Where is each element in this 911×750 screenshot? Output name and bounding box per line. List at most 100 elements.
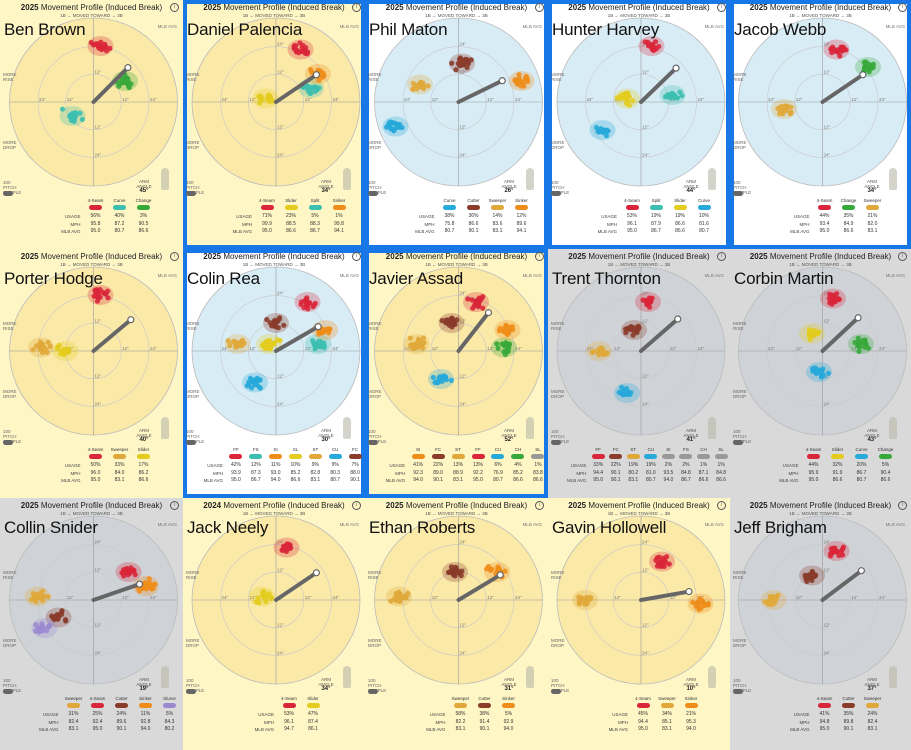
sample-toggle[interactable] bbox=[186, 191, 196, 196]
player-tile[interactable]: 24"12"12"24"24"12"12"24"2025 Movement Pr… bbox=[548, 249, 730, 498]
pitch-color-swatch bbox=[661, 453, 675, 459]
pitch-dot bbox=[832, 545, 838, 551]
ring-label: 24" bbox=[587, 346, 594, 351]
sample-toggle[interactable] bbox=[551, 191, 561, 196]
ring-label: 12" bbox=[305, 346, 312, 351]
more-rise-label: MORE RISE bbox=[368, 72, 382, 82]
table-cell: 95.0 bbox=[231, 477, 241, 483]
table-cell: 84.8 bbox=[716, 469, 727, 476]
pitcher-figure-icon bbox=[343, 168, 351, 190]
pitch-dot bbox=[863, 342, 869, 348]
info-icon: i bbox=[352, 3, 361, 12]
table-cell: 86.6 bbox=[675, 228, 685, 234]
pitch-dot bbox=[584, 594, 590, 601]
sample-toggle[interactable] bbox=[733, 440, 743, 445]
player-tile[interactable]: 24"12"12"24"24"12"12"24"2025 Movement Pr… bbox=[730, 498, 911, 750]
sample-toggle[interactable] bbox=[368, 440, 378, 445]
table-cell: 95.0 bbox=[627, 228, 637, 234]
player-tile[interactable]: 24"12"12"24"24"12"12"24"2025 Movement Pr… bbox=[548, 0, 730, 249]
table-cell: 95.0 bbox=[262, 228, 272, 234]
pitch-dot bbox=[833, 291, 840, 297]
info-icon: i bbox=[898, 252, 907, 261]
player-tile[interactable]: 24"12"12"24"24"12"12"24"2025 Movement Pr… bbox=[0, 0, 183, 249]
table-cell: 19% bbox=[674, 213, 685, 219]
pitch-type-label: SL bbox=[535, 447, 541, 452]
pitch-dot bbox=[599, 348, 605, 354]
pitch-color-swatch bbox=[636, 702, 650, 708]
pitch-dot bbox=[820, 373, 827, 379]
player-tile[interactable]: 24"12"12"24"24"12"12"24"2025 Movement Pr… bbox=[0, 249, 183, 498]
pitch-dot bbox=[37, 339, 43, 345]
player-name: Gavin Hollowell bbox=[552, 518, 667, 537]
pitch-type-label: 4-Seam bbox=[259, 198, 275, 203]
player-tile[interactable]: 24"12"12"24"24"12"12"24"2025 Movement Pr… bbox=[730, 0, 911, 249]
ring-label: 24" bbox=[824, 291, 831, 296]
arm-angle-endpoint bbox=[135, 580, 144, 588]
player-tile[interactable]: 24"12"12"24"24"12"12"24"2025 Movement Pr… bbox=[730, 249, 911, 498]
pitch-dot bbox=[480, 294, 486, 300]
sample-toggle[interactable] bbox=[186, 440, 196, 445]
sample-toggle[interactable] bbox=[551, 440, 561, 445]
table-cell: 95.0 bbox=[638, 726, 648, 732]
pitch-dot bbox=[293, 43, 299, 49]
sample-toggle[interactable] bbox=[733, 191, 743, 196]
player-tile[interactable]: 24"12"12"24"24"12"12"24"2025 Movement Pr… bbox=[365, 0, 548, 249]
ring-label: 24" bbox=[404, 346, 411, 351]
player-tile[interactable]: 24"12"12"24"24"12"12"24"2025 Movement Pr… bbox=[0, 498, 183, 750]
pitch-type-label: ST bbox=[312, 447, 319, 452]
pitch-dot bbox=[502, 568, 508, 574]
pitch-dot bbox=[814, 366, 820, 372]
arm-angle-line bbox=[456, 572, 503, 602]
more-drop-label: MORE DROP bbox=[551, 140, 565, 150]
pitch-table: 4-Seam Slider Curve Change USAGE 44% 32% 20% 5% M… bbox=[768, 446, 898, 485]
table-cell: 94.1 bbox=[516, 228, 527, 234]
pitch-type-label: Curve bbox=[855, 447, 868, 452]
table-cell: 41% bbox=[819, 711, 830, 717]
table-cell: 93.9 bbox=[231, 469, 241, 476]
ring-label: 12" bbox=[277, 125, 284, 130]
arm-angle-value: 34° bbox=[321, 686, 331, 692]
arm-angle-readout: ARM ANGLE 37° bbox=[861, 677, 883, 692]
ring-label: 12" bbox=[487, 97, 494, 102]
table-cell: 11% bbox=[140, 711, 151, 717]
player-tile[interactable]: 24"12"12"24"24"12"12"24"2025 Movement Pr… bbox=[365, 249, 548, 498]
pitch-dot bbox=[124, 80, 130, 86]
pitch-dot bbox=[45, 594, 51, 600]
pitch-dot bbox=[653, 557, 659, 563]
pitch-dot bbox=[425, 83, 431, 89]
player-tile[interactable]: 24"12"12"24"24"12"12"24"2025 Movement Pr… bbox=[183, 0, 365, 249]
sample-toggle[interactable] bbox=[3, 191, 13, 196]
player-tile[interactable]: 24"12"12"24"24"12"12"24"2025 Movement Pr… bbox=[183, 249, 365, 498]
arm-angle-value: 40° bbox=[139, 437, 149, 443]
pitch-dot bbox=[623, 94, 629, 100]
pitch-dot bbox=[251, 377, 258, 383]
info-icon: i bbox=[352, 252, 361, 261]
ring-label: 24" bbox=[150, 595, 157, 600]
more-rise-label: MORE RISE bbox=[733, 570, 747, 580]
player-tile[interactable]: 24"12"12"24"24"12"12"24"2025 Movement Pr… bbox=[548, 498, 730, 750]
pitch-dot bbox=[119, 77, 125, 83]
pitch-type-label: Slider bbox=[307, 696, 319, 701]
table-cell: 84.9 bbox=[843, 220, 854, 227]
pitcher-figure-icon bbox=[343, 666, 351, 688]
arm-angle-endpoint bbox=[124, 63, 132, 72]
player-tile[interactable]: 24" 12" 12" 24" 24" 12" 12" 24" 2024 Movement Pr… bbox=[183, 498, 365, 750]
sample-toggle[interactable] bbox=[368, 191, 378, 196]
sample-toggle[interactable] bbox=[3, 689, 13, 694]
pitch-dot bbox=[459, 62, 465, 68]
player-tile[interactable]: 24"12"12"24"24"12"12"24"2025 Movement Pr… bbox=[365, 498, 548, 750]
sample-toggle[interactable] bbox=[733, 689, 743, 694]
sample-toggle[interactable] bbox=[551, 689, 561, 694]
ring-label: 12" bbox=[67, 97, 74, 102]
pitch-dot bbox=[39, 621, 45, 627]
more-rise-label: MORE RISE bbox=[551, 72, 565, 82]
pitch-dot bbox=[630, 332, 636, 338]
pitch-dot bbox=[259, 342, 266, 349]
pitch-dot bbox=[276, 316, 282, 322]
sample-toggle[interactable] bbox=[3, 440, 13, 445]
more-rise-label: MORE RISE bbox=[733, 72, 747, 82]
pitch-dot bbox=[310, 338, 316, 344]
row-label: MLB AVG bbox=[790, 229, 810, 234]
sample-toggle[interactable] bbox=[186, 689, 196, 694]
sample-toggle[interactable] bbox=[368, 689, 378, 694]
